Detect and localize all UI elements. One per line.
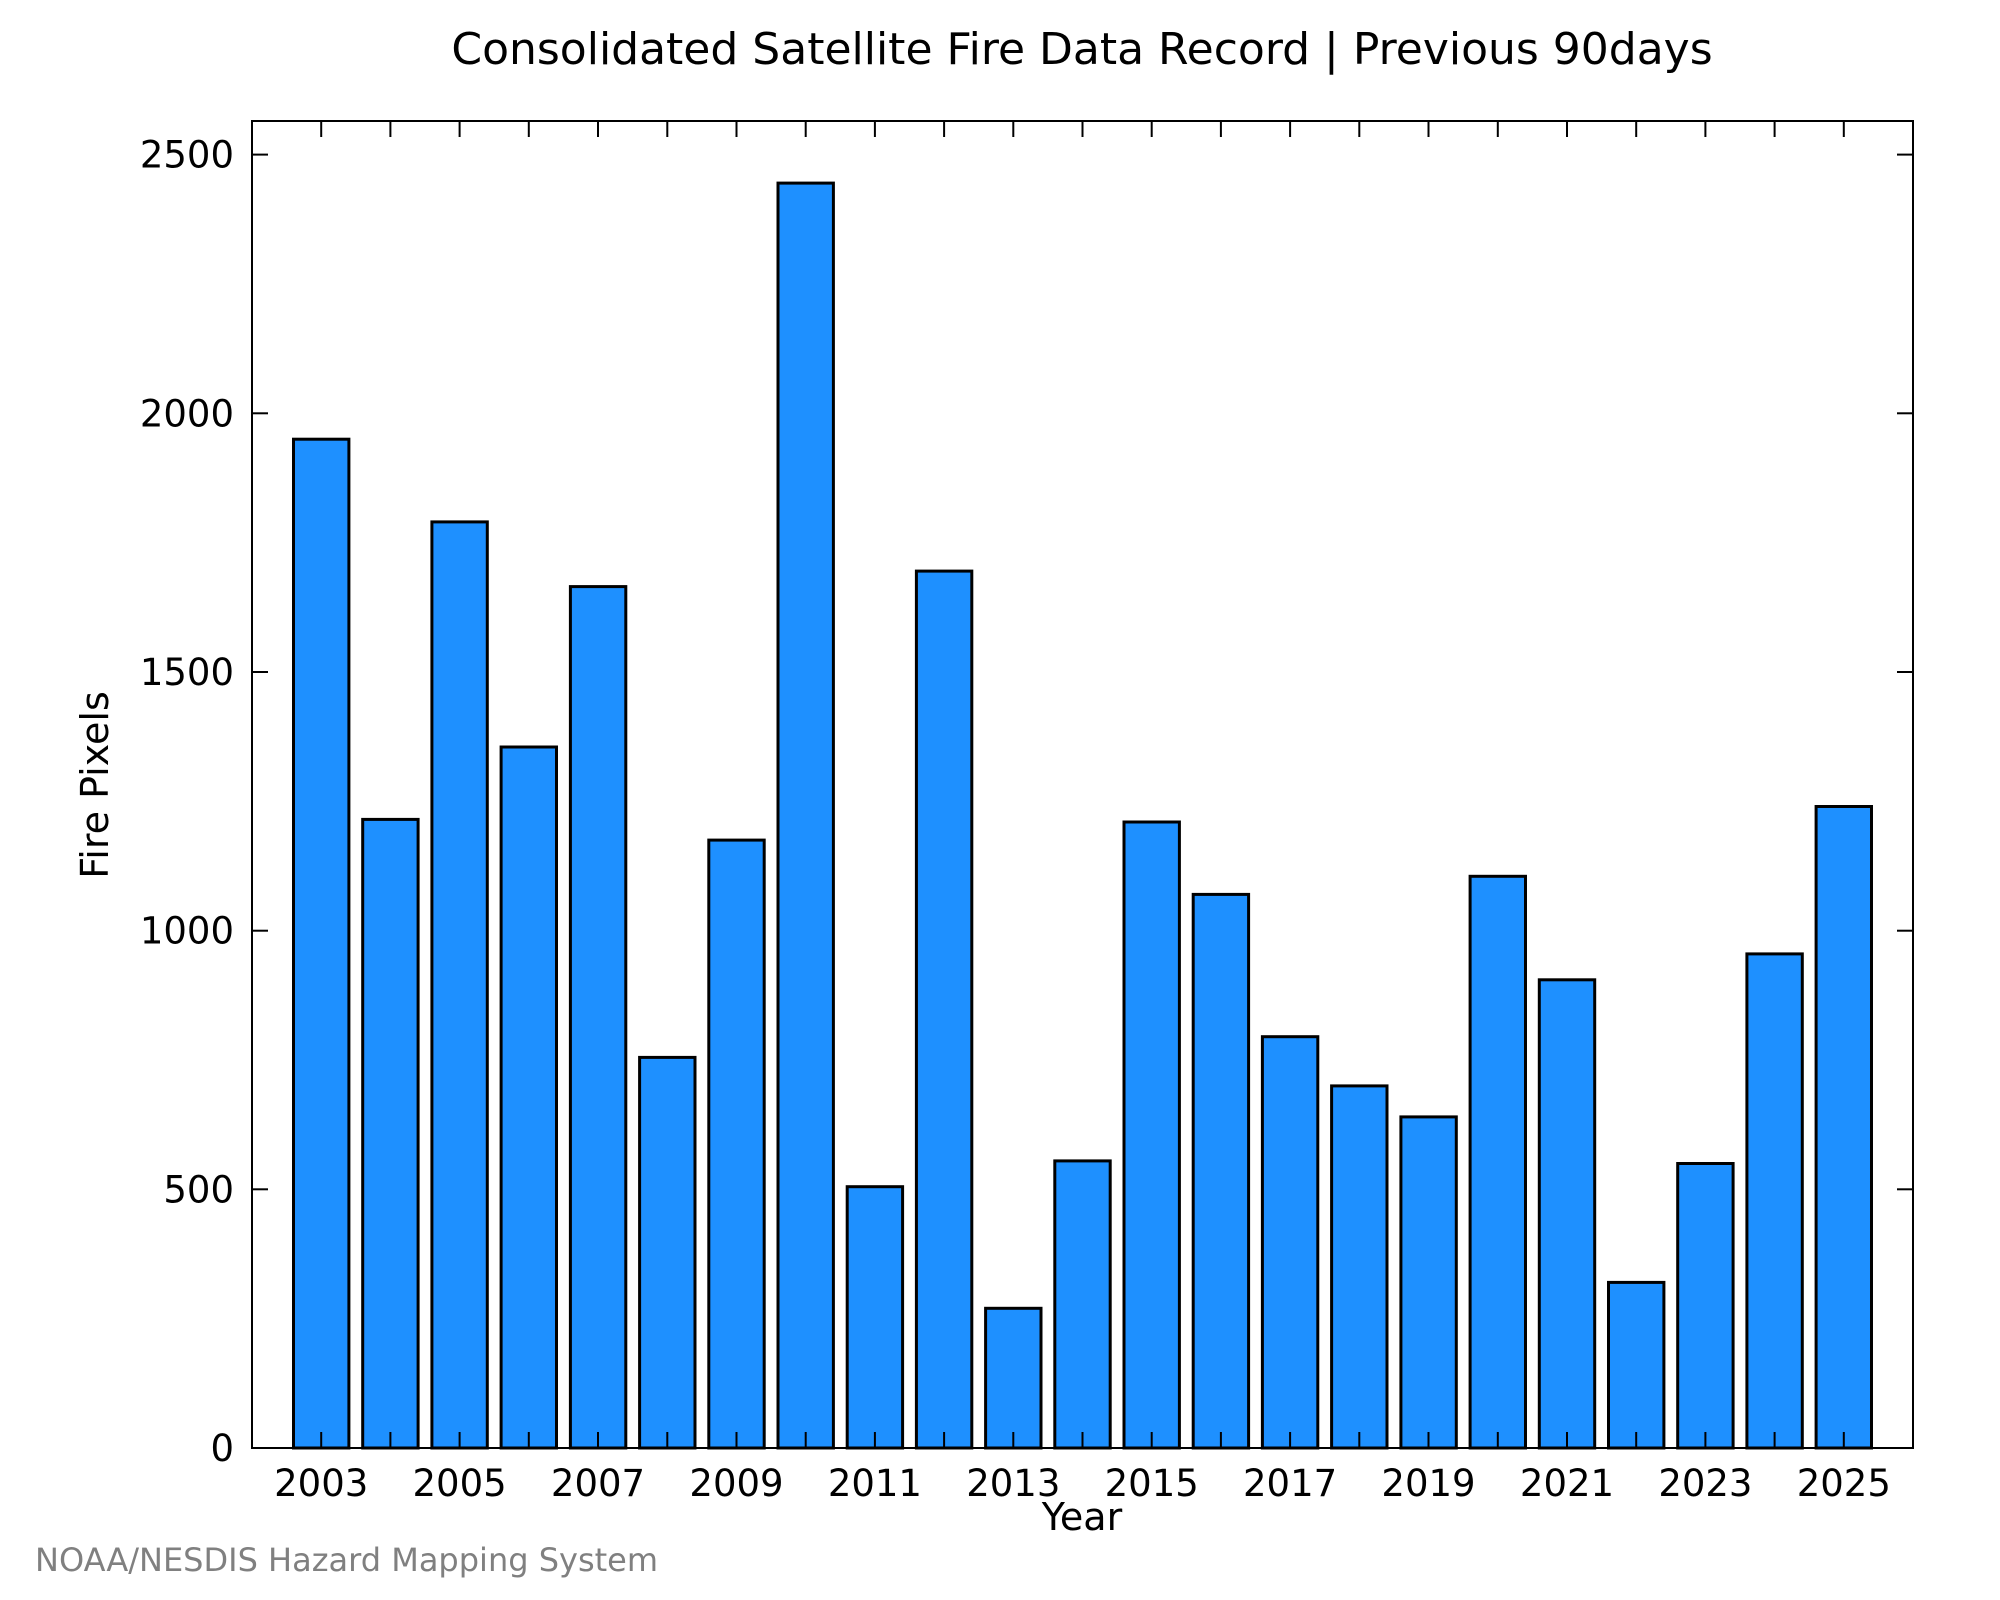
y-tick-label-1500: 1500 [140,651,234,694]
x-tick-label-2005: 2005 [413,1462,507,1505]
y-tick-label-0: 0 [210,1427,234,1470]
x-axis: 2003 2005 2007 2009 2011 2013 2015 2017 2019 2021… [274,121,1891,1505]
bar-2017 [1260,1035,1320,1450]
bar-2024 [1745,952,1804,1450]
y-tick-label-2500: 2500 [140,134,234,177]
bar-2008 [638,1055,697,1450]
bar-2021 [1537,978,1597,1450]
bar-2010 [776,181,835,1450]
x-tick-label-2015: 2015 [1105,1462,1199,1505]
x-tick-label-2023: 2023 [1658,1462,1752,1505]
bar-2023 [1676,1162,1735,1450]
x-tick-label-2017: 2017 [1243,1462,1337,1505]
bar-2014 [1053,1159,1112,1450]
y-tick-label-500: 500 [163,1168,234,1211]
bar-2018 [1330,1084,1389,1450]
x-tick-label-2007: 2007 [551,1462,645,1505]
bar-2007 [568,585,628,1450]
bar-2022 [1607,1280,1666,1450]
y-axis-title: Fire Pixels [73,691,117,879]
y-tick-label-2000: 2000 [140,392,234,435]
x-tick-label-2013: 2013 [966,1462,1060,1505]
y-axis: 0 500 1000 1500 2000 2500 [140,134,1913,1470]
bar-2015 [1122,820,1181,1450]
x-tick-label-2003: 2003 [274,1462,368,1505]
bar-2011 [845,1185,905,1450]
credit-label: NOAA/NESDIS Hazard Mapping System [35,1541,658,1579]
bar-2019 [1399,1115,1458,1450]
chart-title: Consolidated Satellite Fire Data Record … [451,24,1712,75]
bar-2020 [1468,874,1527,1450]
y-tick-label-1000: 1000 [140,910,234,953]
bar-2003 [292,437,351,1450]
x-tick-label-2011: 2011 [828,1462,922,1505]
x-tick-label-2009: 2009 [689,1462,783,1505]
bar-2004 [361,817,420,1450]
bar-2025 [1814,805,1873,1450]
bar-2016 [1191,892,1251,1450]
x-tick-label-2021: 2021 [1520,1462,1614,1505]
bar-2013 [984,1306,1043,1450]
x-tick-label-2019: 2019 [1381,1462,1475,1505]
bars-group [292,181,1873,1450]
x-axis-title: Year [1041,1495,1123,1539]
bar-2009 [707,838,766,1450]
x-tick-label-2025: 2025 [1797,1462,1891,1505]
bar-2012 [914,569,974,1450]
bar-2006 [499,745,559,1450]
bar-2005 [430,520,489,1450]
